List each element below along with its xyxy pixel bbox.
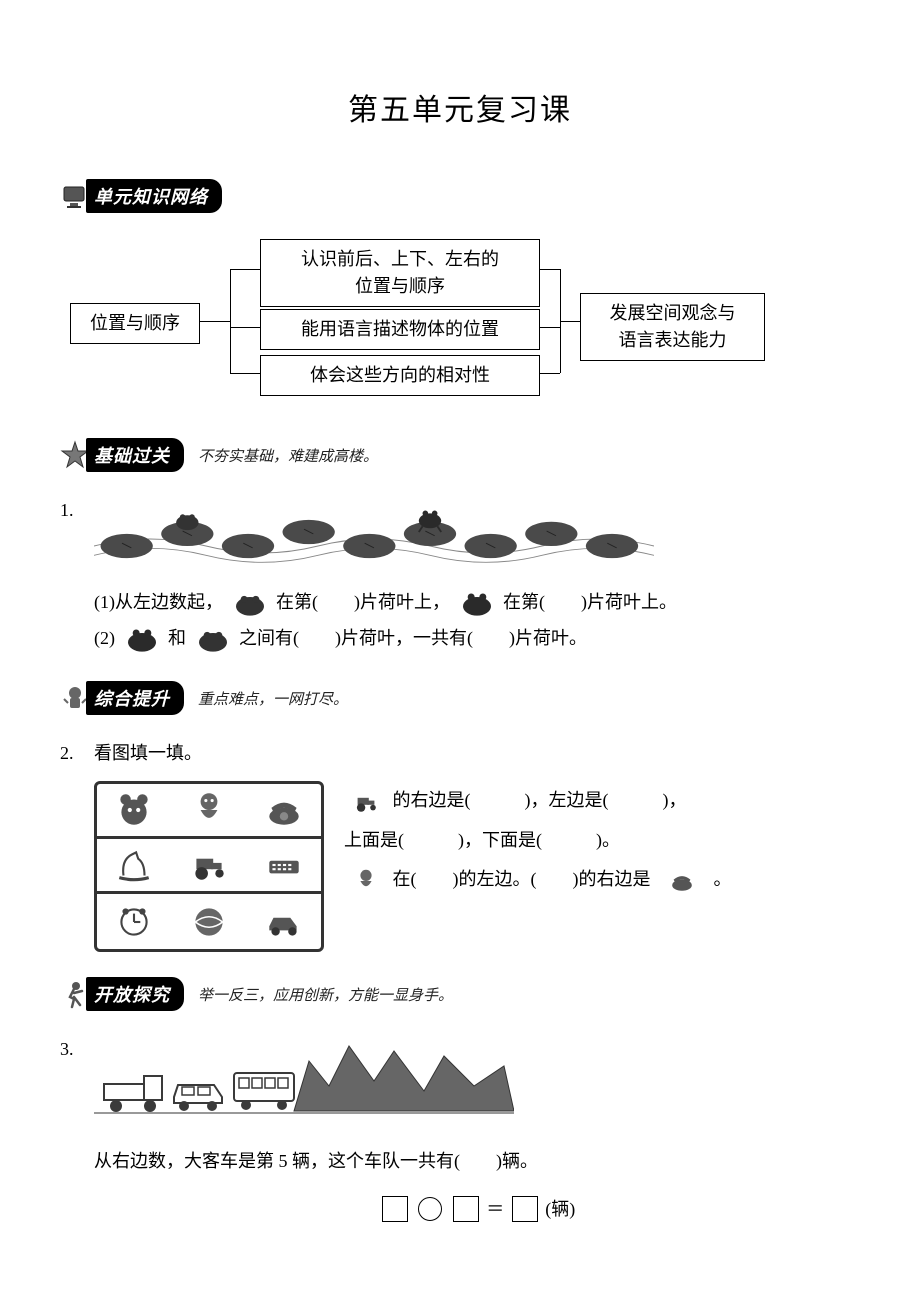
q1-sub1: (1)从左边数起， 在第( )片荷叶上， 在第( )片荷叶上。 — [94, 584, 860, 620]
answer-box[interactable] — [453, 1196, 479, 1222]
badge-comprehensive: 综合提升 — [86, 681, 184, 715]
shelf-phone-icon — [246, 784, 321, 836]
q1-sub2: (2) 和 之间有( )片荷叶，一共有( )片荷叶。 — [94, 620, 860, 656]
q3-equation: ＝ (辆) — [94, 1189, 860, 1227]
page-title: 第五单元复习课 — [60, 85, 860, 129]
answer-box[interactable] — [512, 1196, 538, 1222]
frog-a-icon — [230, 590, 270, 618]
badge-network: 单元知识网络 — [86, 179, 222, 213]
shelf-ball-icon — [172, 894, 247, 949]
shelf-clock-icon — [97, 894, 172, 949]
section-header-network: 单元知识网络 — [60, 179, 860, 213]
shelf-bear-icon — [97, 784, 172, 836]
q2-text: 的右边是( )，左边是( )， 上面是( )，下面是( )。 在( )的左边。(… — [344, 781, 860, 900]
doll-icon — [346, 867, 386, 895]
frog-b-icon — [122, 626, 162, 654]
shelf-horse-icon — [97, 839, 172, 891]
q3-number: 3. — [60, 1031, 94, 1067]
flow-m1: 认识前后、上下、左右的 位置与顺序 — [260, 239, 540, 307]
shelf-keyboard-icon — [246, 839, 321, 891]
phone-icon — [657, 867, 707, 895]
flow-root: 位置与顺序 — [70, 303, 200, 344]
q3-line: 从右边数，大客车是第 5 辆，这个车队一共有( )辆。 — [94, 1143, 860, 1179]
flowchart: 位置与顺序 认识前后、上下、左右的 位置与顺序 能用语言描述物体的位置 体会这些… — [60, 233, 860, 408]
frog-a-icon — [193, 626, 233, 654]
caption-basics: 不夯实基础，难建成高楼。 — [198, 445, 378, 466]
caption-comprehensive: 重点难点，一网打尽。 — [198, 688, 348, 709]
pond-illustration — [94, 492, 654, 572]
operator-circle[interactable] — [418, 1197, 442, 1221]
section-header-explore: 开放探究 举一反三，应用创新，方能一显身手。 — [60, 977, 860, 1011]
flow-right: 发展空间观念与 语言表达能力 — [580, 293, 765, 361]
badge-basics: 基础过关 — [86, 438, 184, 472]
tractor-icon — [346, 788, 386, 816]
frog-b-icon — [457, 590, 497, 618]
flow-m3: 体会这些方向的相对性 — [260, 355, 540, 396]
vehicle-scene — [94, 1031, 514, 1121]
caption-explore: 举一反三，应用创新，方能一显身手。 — [198, 984, 453, 1005]
toy-shelf — [94, 781, 324, 952]
shelf-tractor-icon — [172, 839, 247, 891]
section-header-comprehensive: 综合提升 重点难点，一网打尽。 — [60, 681, 860, 715]
section-header-basics: 基础过关 不夯实基础，难建成高楼。 — [60, 438, 860, 472]
question-3: 3. — [60, 1031, 860, 1227]
badge-explore: 开放探究 — [86, 977, 184, 1011]
q2-stem: 看图填一填。 — [94, 735, 860, 771]
question-1: 1. (1)从左边数起， 在第( )片荷叶上， — [60, 492, 860, 656]
flow-m2: 能用语言描述物体的位置 — [260, 309, 540, 350]
q2-number: 2. — [60, 735, 94, 771]
shelf-doll-icon — [172, 784, 247, 836]
answer-box[interactable] — [382, 1196, 408, 1222]
q1-number: 1. — [60, 492, 94, 528]
question-2: 2. 看图填一填。 — [60, 735, 860, 952]
shelf-car-icon — [246, 894, 321, 949]
